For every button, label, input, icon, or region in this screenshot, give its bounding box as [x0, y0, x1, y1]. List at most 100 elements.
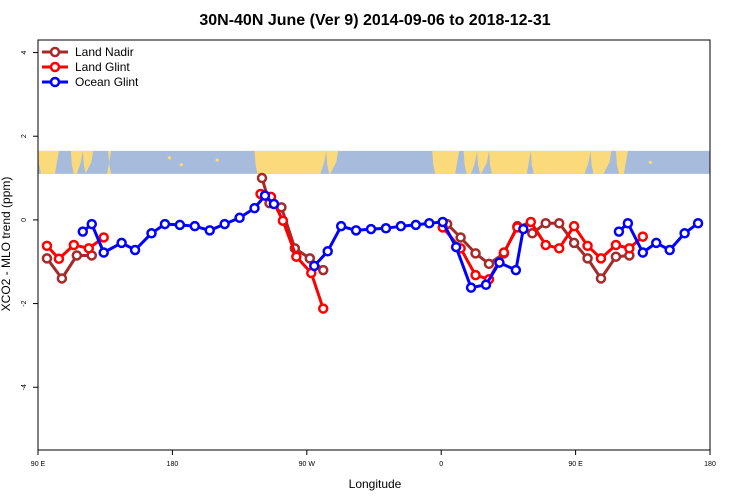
data-point: [395, 220, 407, 232]
map-island: [565, 165, 569, 169]
map-land: [530, 150, 591, 174]
data-point: [483, 258, 495, 270]
x-axis: 90 E 180 90 W 0 90 E 180: [31, 450, 716, 468]
data-point: [510, 264, 522, 276]
y-tick-label: -2: [21, 300, 28, 306]
data-point: [146, 228, 157, 239]
data-point: [268, 198, 280, 210]
data-point: [437, 216, 448, 228]
world-map-band: [38, 150, 710, 174]
data-point: [582, 240, 593, 252]
y-tick-label: -4: [21, 384, 28, 390]
map-island: [215, 158, 219, 162]
series-line: [45, 254, 92, 280]
data-point: [553, 243, 565, 254]
legend-swatch-marker: [49, 61, 61, 73]
legend-label: Land Glint: [75, 60, 130, 74]
data-point: [249, 202, 260, 214]
data-point: [613, 226, 625, 237]
data-point: [610, 239, 622, 251]
y-axis-label: XCO2 - MLO trend (ppm): [0, 177, 13, 312]
data-point: [480, 279, 492, 290]
data-point: [692, 217, 704, 229]
data-point: [159, 218, 171, 230]
data-point: [637, 231, 649, 242]
plot-frame: [37, 39, 711, 451]
data-point: [455, 232, 466, 243]
x-tick-label: 180: [704, 461, 716, 468]
map-land: [70, 150, 83, 174]
data-point: [410, 219, 422, 231]
data-point: [622, 217, 634, 229]
map-land: [615, 150, 628, 174]
data-point: [71, 250, 83, 261]
legend-item: Ocean Glint: [42, 75, 139, 89]
map-land: [38, 150, 59, 174]
series-land-glint: [41, 188, 649, 314]
map-land: [477, 150, 489, 174]
legend-label: Land Nadir: [75, 45, 134, 59]
plot-area: [41, 172, 704, 314]
map-land: [107, 150, 112, 174]
data-point: [291, 251, 302, 262]
map-land: [432, 150, 460, 174]
map-island: [179, 163, 183, 167]
x-tick-label: 90 W: [299, 461, 316, 468]
map-land: [82, 150, 94, 174]
data-point: [465, 282, 477, 293]
data-point: [582, 253, 593, 264]
map-land: [463, 150, 478, 174]
y-tick-label: 2: [21, 134, 28, 138]
data-point: [317, 264, 329, 276]
data-point: [540, 217, 551, 229]
data-point: [610, 251, 622, 262]
data-point: [322, 246, 333, 257]
data-point: [527, 228, 538, 239]
legend-swatch-marker: [49, 76, 61, 88]
data-point: [83, 243, 95, 254]
data-point: [259, 190, 271, 201]
data-point: [304, 253, 316, 264]
data-point: [637, 247, 649, 258]
y-tick-label: 0: [21, 218, 28, 222]
data-point: [498, 247, 510, 258]
data-point: [624, 243, 635, 254]
data-point: [650, 237, 662, 249]
map-land: [326, 150, 339, 174]
data-point: [309, 260, 320, 272]
data-point: [679, 228, 690, 239]
legend-item: Land Nadir: [42, 45, 134, 59]
data-point: [129, 244, 141, 256]
x-tick-label: 90 E: [568, 461, 583, 468]
legend-swatch-marker: [49, 46, 61, 58]
data-point: [525, 216, 537, 228]
data-point: [595, 273, 607, 284]
data-point: [204, 225, 215, 236]
data-point: [450, 241, 462, 253]
series-line: [313, 220, 525, 290]
legend-label: Ocean Glint: [75, 75, 139, 89]
map-island: [167, 156, 172, 160]
x-tick-label: 90 E: [31, 461, 46, 468]
data-point: [317, 303, 329, 314]
data-point: [41, 240, 53, 252]
data-point: [256, 172, 268, 184]
data-point: [470, 248, 481, 259]
data-point: [568, 237, 580, 249]
data-point: [595, 253, 607, 264]
map-land: [254, 150, 327, 174]
data-point: [365, 223, 377, 235]
x-tick-label: 0: [439, 461, 443, 468]
data-point: [86, 218, 98, 230]
data-point: [277, 215, 289, 226]
data-point: [424, 217, 435, 229]
data-point: [116, 237, 127, 249]
data-point: [518, 223, 529, 235]
data-point: [98, 247, 109, 258]
data-point: [568, 220, 580, 232]
map-land: [488, 150, 531, 174]
x-axis-label: Longitude: [349, 477, 402, 491]
data-point: [68, 239, 80, 251]
